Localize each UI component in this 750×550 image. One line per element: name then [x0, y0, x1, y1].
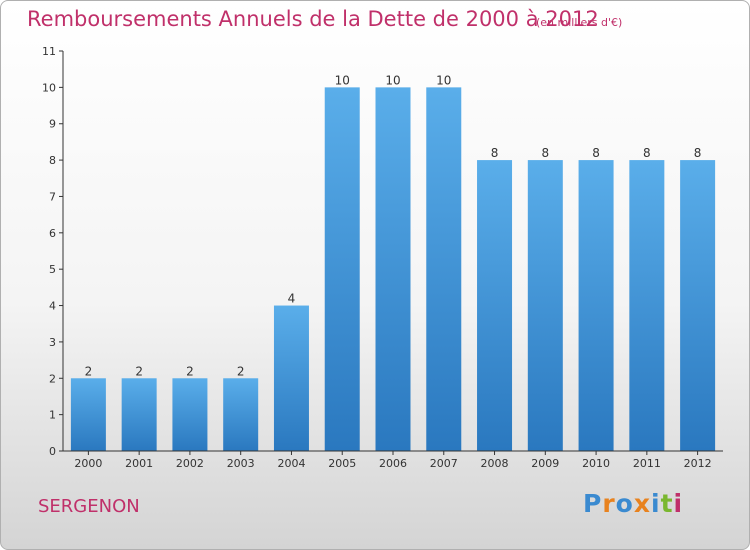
bars: 2 2 2 2 4 10 10 10 8 8 8 8 8 [70, 73, 716, 451]
x-tick-label: 2002 [176, 457, 204, 470]
bar [223, 378, 259, 451]
bar-data-label: 2 [186, 364, 194, 378]
bar [629, 160, 665, 451]
x-tick-label: 2003 [227, 457, 255, 470]
bar [273, 305, 309, 451]
x-tick-label: 2000 [74, 457, 102, 470]
bar-data-label: 2 [135, 364, 143, 378]
x-tick-label: 2004 [277, 457, 305, 470]
y-tick-label: 2 [49, 372, 56, 385]
y-tick-label: 11 [42, 45, 56, 58]
y-tick-label: 8 [49, 154, 56, 167]
x-tick-label: 2005 [328, 457, 356, 470]
y-tick-label: 0 [49, 445, 56, 458]
logo-letter: i [673, 489, 684, 518]
bar-data-label: 2 [237, 364, 245, 378]
x-axis: 2000 2001 2002 2003 2004 2005 2006 2007 2008 2009… [63, 450, 723, 470]
bar [527, 160, 563, 451]
bar-data-label: 10 [436, 73, 451, 87]
y-axis: 0 1 2 3 4 5 6 7 8 9 10 11 [42, 45, 64, 458]
bar [324, 87, 360, 451]
proxiti-logo: Proxiti [583, 489, 683, 518]
y-tick-label: 10 [42, 81, 56, 94]
logo-letter: t [660, 489, 674, 518]
x-tick-label: 2008 [481, 457, 509, 470]
bar [578, 160, 614, 451]
x-tick-label: 2011 [633, 457, 661, 470]
y-tick-label: 6 [49, 227, 56, 240]
x-tick-label: 2009 [531, 457, 559, 470]
logo-letter: o [615, 489, 634, 518]
bar-data-label: 8 [541, 146, 549, 160]
logo-letter: P [583, 489, 603, 518]
y-tick-label: 9 [49, 118, 56, 131]
bar [70, 378, 106, 451]
bar [477, 160, 513, 451]
chart-title: Remboursements Annuels de la Dette de 20… [27, 7, 599, 31]
bar-data-label: 10 [385, 73, 400, 87]
y-tick-label: 1 [49, 409, 56, 422]
logo-letter: i [651, 489, 661, 518]
y-tick-label: 3 [49, 336, 56, 349]
x-tick-label: 2001 [125, 457, 153, 470]
town-name: SERGENON [38, 496, 140, 517]
bar [121, 378, 157, 451]
bar [426, 87, 462, 451]
bar [375, 87, 411, 451]
bar-data-label: 8 [592, 146, 600, 160]
bar-data-label: 10 [335, 73, 350, 87]
x-tick-label: 2007 [430, 457, 458, 470]
bar-data-label: 8 [643, 146, 651, 160]
bar-data-label: 8 [491, 146, 499, 160]
logo-letter: x [633, 489, 651, 518]
x-tick-label: 2012 [684, 457, 712, 470]
bar [680, 160, 716, 451]
logo-letter: r [602, 489, 616, 518]
bar-data-label: 8 [694, 146, 702, 160]
chart-unit-note: (en milliers d'€) [536, 16, 623, 29]
x-tick-label: 2006 [379, 457, 407, 470]
y-tick-label: 4 [49, 300, 56, 313]
bar [172, 378, 208, 451]
y-tick-label: 5 [49, 263, 56, 276]
x-tick-label: 2010 [582, 457, 610, 470]
bar-data-label: 4 [288, 292, 296, 306]
y-tick-label: 7 [49, 190, 56, 203]
bar-data-label: 2 [85, 364, 93, 378]
